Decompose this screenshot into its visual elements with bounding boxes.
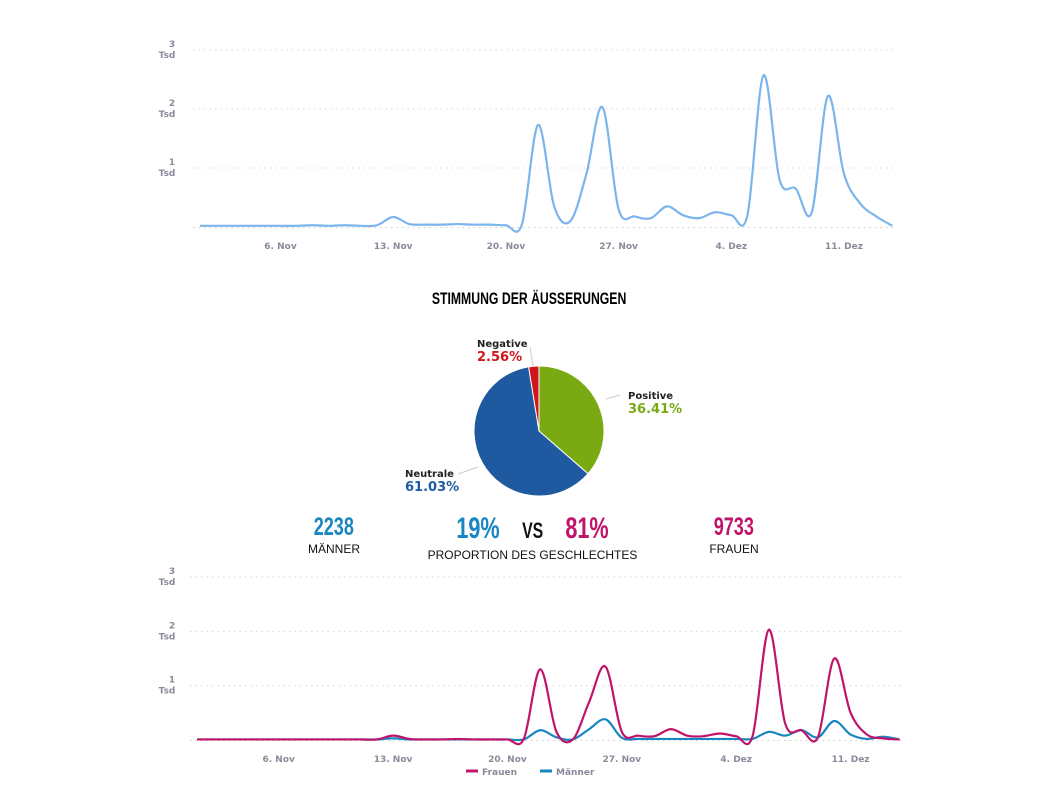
x-tick-label: 4. Dez — [720, 755, 752, 765]
pie-label-name: Negative — [477, 339, 528, 350]
men-percent: 19% — [456, 512, 500, 545]
x-tick-label: 13. Nov — [374, 755, 413, 765]
men-label: MÄNNER — [307, 542, 360, 556]
y-tick-unit: Tsd — [159, 110, 176, 120]
series-line-männer — [196, 718, 900, 742]
women-percent: 81% — [565, 512, 609, 545]
y-tick-unit: Tsd — [159, 169, 176, 179]
y-tick-unit: Tsd — [159, 578, 176, 588]
x-tick-label: 20. Nov — [488, 755, 527, 765]
pie-slice-negative — [528, 365, 540, 432]
y-tick-label: 1 — [169, 158, 175, 168]
y-tick-unit: Tsd — [159, 632, 176, 642]
pie-label-name: Positive — [628, 391, 673, 402]
pie-label-value: 61.03% — [405, 480, 459, 495]
proportion-caption: PROPORTION DES GESCHLECHTES — [427, 548, 638, 562]
vs-label: VS — [521, 518, 544, 543]
women-count: 9733 — [713, 513, 755, 541]
x-tick-label: 4. Dez — [715, 242, 747, 252]
women-label: FRAUEN — [709, 542, 759, 556]
legend-label[interactable]: Frauen — [482, 768, 517, 778]
y-tick-label: 2 — [169, 99, 175, 109]
y-tick-label: 3 — [169, 40, 175, 50]
pie-label-name: Neutrale — [405, 469, 454, 480]
gender-proportion: 19% VS 81% PROPORTION DES GESCHLECHTES — [400, 512, 665, 562]
men-stat: 2238 MÄNNER — [294, 513, 374, 556]
x-tick-label: 27. Nov — [599, 242, 638, 252]
x-tick-label: 11. Dez — [825, 242, 863, 252]
women-stat: 9733 FRAUEN — [694, 513, 774, 556]
x-tick-label: 6. Nov — [262, 755, 295, 765]
men-count: 2238 — [313, 513, 355, 541]
series-line-frauen — [196, 628, 900, 746]
legend-label[interactable]: Männer — [556, 768, 595, 778]
y-tick-unit: Tsd — [159, 51, 176, 61]
x-tick-label: 27. Nov — [603, 755, 642, 765]
y-tick-label: 2 — [169, 621, 175, 631]
pie-slice-positive — [538, 365, 605, 475]
x-tick-label: 11. Dez — [832, 755, 870, 765]
y-tick-unit: Tsd — [159, 687, 176, 697]
x-tick-label: 13. Nov — [374, 242, 413, 252]
x-tick-label: 20. Nov — [487, 242, 526, 252]
pie-connector — [529, 346, 534, 367]
x-tick-label: 6. Nov — [264, 242, 297, 252]
series-line-gesamt — [200, 74, 893, 233]
pie-connector — [605, 394, 621, 400]
pie-title: STIMMUNG DER ÄUSSERUNGEN — [432, 289, 627, 308]
pie-slice-neutrale — [473, 366, 589, 497]
pie-label-value: 2.56% — [477, 350, 522, 365]
y-tick-label: 1 — [169, 676, 175, 686]
pie-connector — [457, 466, 479, 475]
y-tick-label: 3 — [169, 567, 175, 577]
pie-label-value: 36.41% — [628, 402, 682, 417]
